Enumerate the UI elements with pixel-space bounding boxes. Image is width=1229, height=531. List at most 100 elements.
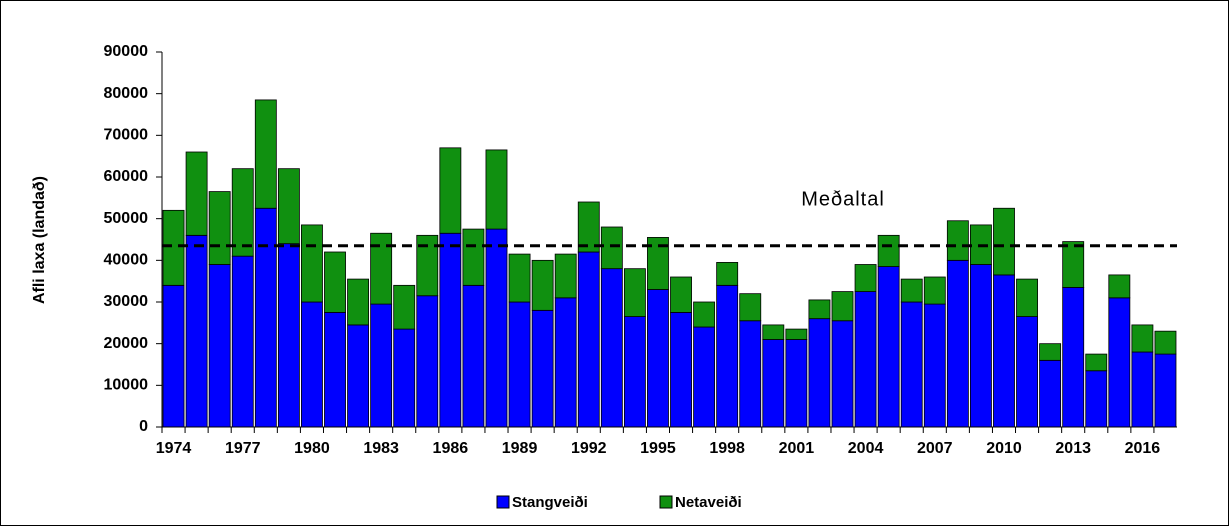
bar-segment — [554, 253, 577, 299]
bar-segment — [324, 251, 346, 313]
bar-segment — [531, 309, 554, 428]
bar-segment — [1154, 353, 1177, 428]
bar-segment — [1085, 370, 1108, 428]
bar-segment — [1108, 274, 1131, 299]
bar-segment — [923, 276, 946, 305]
bar-segment — [347, 278, 370, 326]
bar-segment — [508, 301, 531, 428]
bar-segment — [831, 320, 854, 428]
bar-segment — [485, 149, 508, 230]
legend-label: Stangveiði — [512, 494, 588, 511]
x-tick-label: 1980 — [294, 440, 330, 457]
bar-segment — [877, 234, 900, 267]
bar-segment — [1062, 241, 1085, 288]
bar-segment — [577, 201, 600, 253]
bar-segment — [577, 251, 600, 428]
bar-segment — [900, 301, 923, 428]
bar-segment — [324, 312, 346, 428]
bar-segment — [439, 232, 462, 428]
y-tick-label: 70000 — [104, 127, 149, 144]
x-tick-label: 1995 — [640, 440, 676, 457]
bar-segment — [301, 224, 323, 303]
bar-segment — [1039, 359, 1062, 428]
bar-segment — [854, 264, 877, 292]
bar-segment — [647, 237, 669, 290]
bar-segment — [854, 291, 877, 428]
x-tick-label: 2013 — [1055, 440, 1091, 457]
bar-segment — [393, 284, 416, 330]
bar-segment — [693, 301, 716, 328]
bar-segment — [301, 301, 323, 428]
bar-segment — [277, 243, 300, 428]
bar-segment — [231, 255, 254, 428]
bar-segment — [393, 328, 416, 428]
x-tick-label: 2016 — [1125, 440, 1161, 457]
x-tick-label: 2001 — [779, 440, 815, 457]
bar-segment — [277, 168, 300, 245]
bar-segment — [808, 299, 831, 320]
bar-segment — [739, 320, 762, 428]
x-tick-label: 1986 — [433, 440, 469, 457]
legend-label: Netaveiði — [675, 494, 742, 511]
bar-segment — [185, 151, 208, 236]
y-tick-label: 90000 — [104, 43, 149, 60]
y-tick-label: 10000 — [104, 377, 149, 394]
bar-segment — [600, 268, 623, 428]
bar-segment — [831, 291, 854, 322]
bar-segment — [1016, 316, 1038, 428]
bar-segment — [1108, 297, 1131, 428]
bar-segment — [716, 284, 739, 428]
bar-segment — [185, 234, 208, 428]
x-tick-label: 1998 — [709, 440, 745, 457]
bar-segment — [993, 207, 1015, 276]
legend-swatch — [659, 495, 673, 509]
y-tick-label: 0 — [139, 418, 148, 435]
bar-segment — [623, 316, 646, 428]
bar-segment — [370, 303, 393, 428]
bar-segment — [946, 259, 969, 428]
x-tick-label: 2004 — [848, 440, 884, 457]
bar-segment — [877, 266, 900, 428]
bar-segment — [370, 232, 393, 305]
bar-segment — [162, 209, 185, 286]
x-tick-label: 1974 — [156, 440, 192, 457]
y-tick-label: 60000 — [104, 168, 149, 185]
bar-segment — [808, 318, 831, 428]
bar-segment — [531, 259, 554, 311]
bar-segment — [1085, 353, 1108, 372]
bar-segment — [554, 297, 577, 428]
bar-segment — [785, 328, 808, 340]
bar-segment — [485, 228, 508, 428]
x-tick-label: 1983 — [363, 440, 399, 457]
bar-segment — [785, 339, 808, 428]
bar-segment — [208, 191, 231, 265]
bar-segment — [462, 228, 485, 286]
mean-label: Meðaltal — [801, 188, 885, 210]
y-tick-label: 50000 — [104, 210, 149, 227]
bar-segment — [900, 278, 923, 303]
bar-segment — [1039, 343, 1062, 361]
y-tick-label: 80000 — [104, 85, 149, 102]
bar-segment — [969, 264, 992, 428]
bar-segment — [923, 303, 946, 428]
y-tick-label: 30000 — [104, 293, 149, 310]
y-tick-label: 40000 — [104, 252, 149, 269]
bar-segment — [739, 293, 762, 322]
bar-segment — [946, 220, 969, 261]
legend-swatch — [496, 495, 510, 509]
bar-segment — [416, 234, 439, 297]
x-tick-label: 2007 — [917, 440, 953, 457]
bar-segment — [208, 264, 231, 428]
x-tick-label: 1989 — [502, 440, 538, 457]
bar-segment — [1154, 330, 1177, 355]
x-tick-label: 1977 — [225, 440, 261, 457]
bar-segment — [508, 253, 531, 303]
bar-segment — [254, 99, 277, 209]
bar-segment — [416, 295, 439, 428]
bar-segment — [439, 147, 462, 234]
bar-segment — [716, 262, 739, 286]
bar-segment — [347, 324, 370, 428]
bar-segment — [231, 168, 254, 257]
bar-segment — [993, 274, 1015, 428]
